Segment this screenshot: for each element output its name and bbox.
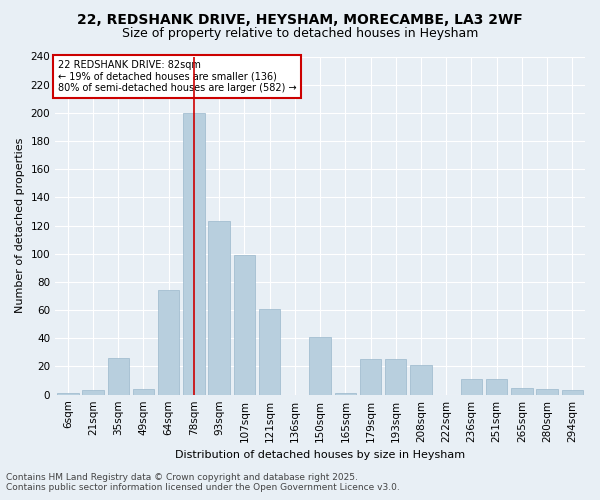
Bar [208, 222, 230, 394]
Bar [410, 365, 432, 394]
Text: Size of property relative to detached houses in Heysham: Size of property relative to detached ho… [122, 28, 478, 40]
Bar [233, 255, 255, 394]
Bar [82, 390, 104, 394]
X-axis label: Distribution of detached houses by size in Heysham: Distribution of detached houses by size … [175, 450, 465, 460]
Bar [360, 360, 381, 394]
Bar [486, 379, 508, 394]
Bar [107, 358, 129, 395]
Bar [461, 379, 482, 394]
Text: 22, REDSHANK DRIVE, HEYSHAM, MORECAMBE, LA3 2WF: 22, REDSHANK DRIVE, HEYSHAM, MORECAMBE, … [77, 12, 523, 26]
Y-axis label: Number of detached properties: Number of detached properties [15, 138, 25, 314]
Bar [310, 337, 331, 394]
Text: Contains HM Land Registry data © Crown copyright and database right 2025.
Contai: Contains HM Land Registry data © Crown c… [6, 473, 400, 492]
Bar [511, 388, 533, 394]
Bar [133, 389, 154, 394]
Bar [536, 389, 558, 394]
Bar [183, 113, 205, 394]
Bar [385, 360, 406, 394]
Bar [259, 308, 280, 394]
Bar [562, 390, 583, 394]
Text: 22 REDSHANK DRIVE: 82sqm
← 19% of detached houses are smaller (136)
80% of semi-: 22 REDSHANK DRIVE: 82sqm ← 19% of detach… [58, 60, 296, 93]
Bar [158, 290, 179, 395]
